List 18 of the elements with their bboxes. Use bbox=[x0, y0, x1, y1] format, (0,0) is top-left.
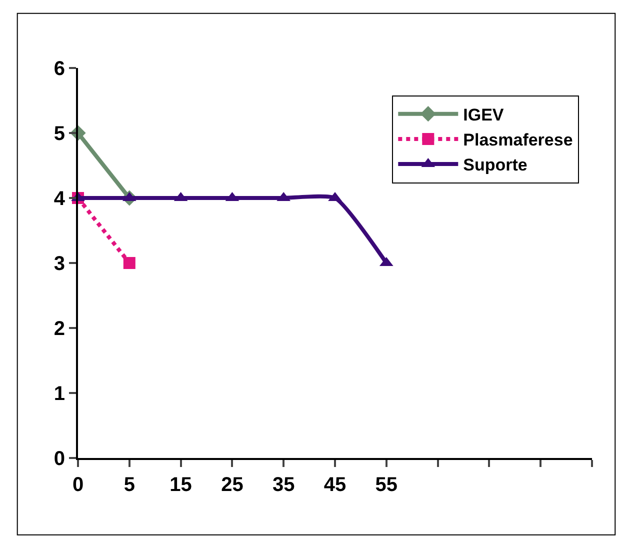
y-tick-label: 4 bbox=[54, 188, 66, 210]
legend-label: Suporte bbox=[463, 156, 528, 175]
legend-label: IGEV bbox=[463, 105, 504, 124]
x-tick-label: 35 bbox=[272, 474, 295, 496]
y-tick-label: 0 bbox=[54, 448, 65, 470]
y-tick-label: 3 bbox=[54, 253, 65, 275]
y-tick-label: 2 bbox=[54, 318, 65, 340]
point bbox=[123, 257, 136, 269]
x-tick-label: 45 bbox=[324, 474, 346, 496]
x-tick-label: 55 bbox=[375, 474, 398, 496]
y-tick-label: 1 bbox=[54, 383, 65, 405]
x-tick-label: 25 bbox=[221, 474, 244, 496]
x-tick-label: 15 bbox=[170, 474, 192, 496]
y-tick-label: 5 bbox=[54, 123, 65, 145]
x-tick-label: 0 bbox=[72, 474, 84, 496]
y-tick-label: 6 bbox=[54, 58, 65, 80]
legend-label: Plasmaferese bbox=[463, 130, 573, 150]
x-tick-label: 5 bbox=[124, 474, 135, 496]
